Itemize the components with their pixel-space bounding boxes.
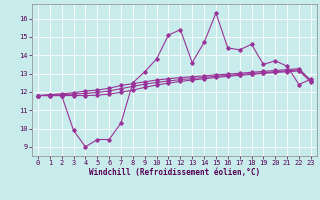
- X-axis label: Windchill (Refroidissement éolien,°C): Windchill (Refroidissement éolien,°C): [89, 168, 260, 177]
